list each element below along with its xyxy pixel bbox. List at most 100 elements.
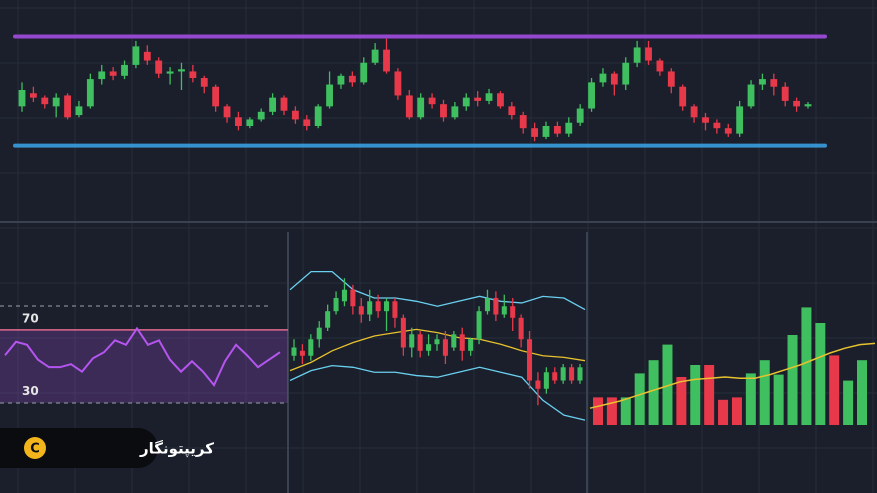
bar	[759, 360, 770, 425]
candle-body	[501, 306, 507, 315]
brand-pill	[0, 428, 158, 468]
candle-body	[86, 79, 94, 107]
candle-body	[493, 298, 499, 315]
candle-body	[375, 301, 381, 312]
candle-body	[485, 93, 493, 101]
candle-body	[588, 82, 595, 109]
candle-body	[484, 298, 490, 312]
candle-body	[308, 339, 314, 356]
marks: 70 30	[0, 34, 876, 425]
candle-body	[212, 86, 220, 107]
candle-body	[223, 106, 231, 118]
candle-body	[451, 334, 457, 348]
candle-body	[143, 51, 151, 61]
candle-body	[383, 49, 390, 72]
candle-body	[280, 97, 288, 111]
candle-body	[417, 334, 423, 351]
candle-body	[371, 49, 379, 63]
candle-body	[599, 73, 607, 83]
candle-body	[476, 311, 482, 340]
candle-body	[565, 122, 573, 134]
candle-body	[121, 64, 128, 76]
candle-body	[610, 73, 618, 85]
bar	[815, 323, 826, 425]
candle-body	[367, 301, 373, 315]
candle-body	[497, 93, 504, 107]
candle-body	[269, 97, 277, 112]
candle-body	[109, 71, 117, 76]
y-tick-label: 70	[22, 311, 39, 325]
candle-body	[442, 339, 448, 356]
rsi-line	[4, 326, 281, 387]
candle-body	[426, 344, 432, 351]
candle-body	[656, 60, 664, 72]
candle-body	[314, 106, 322, 126]
candle-body	[577, 367, 583, 381]
candle-body	[793, 100, 801, 107]
candle-body	[759, 79, 766, 85]
candle-body	[462, 97, 470, 107]
candle-body	[468, 339, 474, 351]
candle-body	[474, 97, 482, 101]
candle-body	[178, 69, 185, 72]
candle-body	[451, 106, 459, 118]
candle-body	[400, 317, 406, 348]
candle-body	[341, 289, 347, 302]
candle-body	[246, 119, 254, 126]
y-tick-label: 30	[22, 384, 39, 398]
bar	[662, 344, 673, 425]
candle-body	[384, 301, 390, 312]
candle-body	[713, 122, 721, 129]
candle-body	[560, 367, 566, 381]
candle-body	[18, 90, 26, 107]
candle-body	[75, 106, 83, 116]
candle-body	[98, 71, 106, 80]
candle-body	[781, 86, 789, 101]
candle-body	[633, 47, 641, 63]
bar	[773, 374, 784, 425]
candle-body	[325, 311, 331, 328]
candle-body	[645, 47, 652, 61]
candle-body	[667, 71, 675, 87]
candle-body	[52, 97, 60, 107]
candle-body	[29, 93, 37, 98]
candle-body	[405, 95, 413, 118]
bar	[676, 377, 687, 425]
band-line	[289, 364, 586, 421]
candle-body	[440, 104, 447, 118]
candle-body	[326, 84, 333, 107]
candle-body	[569, 367, 575, 381]
candle-body	[257, 111, 265, 120]
candle-body	[428, 97, 436, 105]
bar	[731, 397, 742, 425]
bar	[704, 365, 715, 425]
candle-body	[299, 350, 305, 356]
candle-body	[622, 62, 630, 85]
candle-body	[535, 380, 541, 389]
candle-body	[316, 327, 322, 340]
bar	[606, 397, 617, 425]
candle-body	[132, 46, 140, 65]
candle-body	[804, 104, 812, 107]
bar	[648, 360, 659, 425]
candle-body	[41, 97, 49, 105]
candle-body	[392, 301, 398, 318]
candle-body	[553, 126, 561, 134]
trend-line	[589, 342, 876, 409]
candle-body	[235, 117, 242, 126]
candle-body	[519, 115, 527, 129]
candle-body	[337, 75, 345, 85]
candle-body	[189, 71, 197, 78]
candle-body	[747, 84, 755, 107]
bar	[857, 360, 867, 425]
bar	[829, 355, 840, 425]
candle-body	[679, 86, 687, 107]
brand-icon-glyph: C	[30, 442, 40, 457]
candle-body	[736, 106, 744, 134]
candle-body	[291, 347, 297, 356]
brand-icon	[24, 437, 46, 459]
candle-body	[333, 298, 339, 312]
bar	[801, 307, 812, 425]
candle-body	[724, 128, 732, 134]
